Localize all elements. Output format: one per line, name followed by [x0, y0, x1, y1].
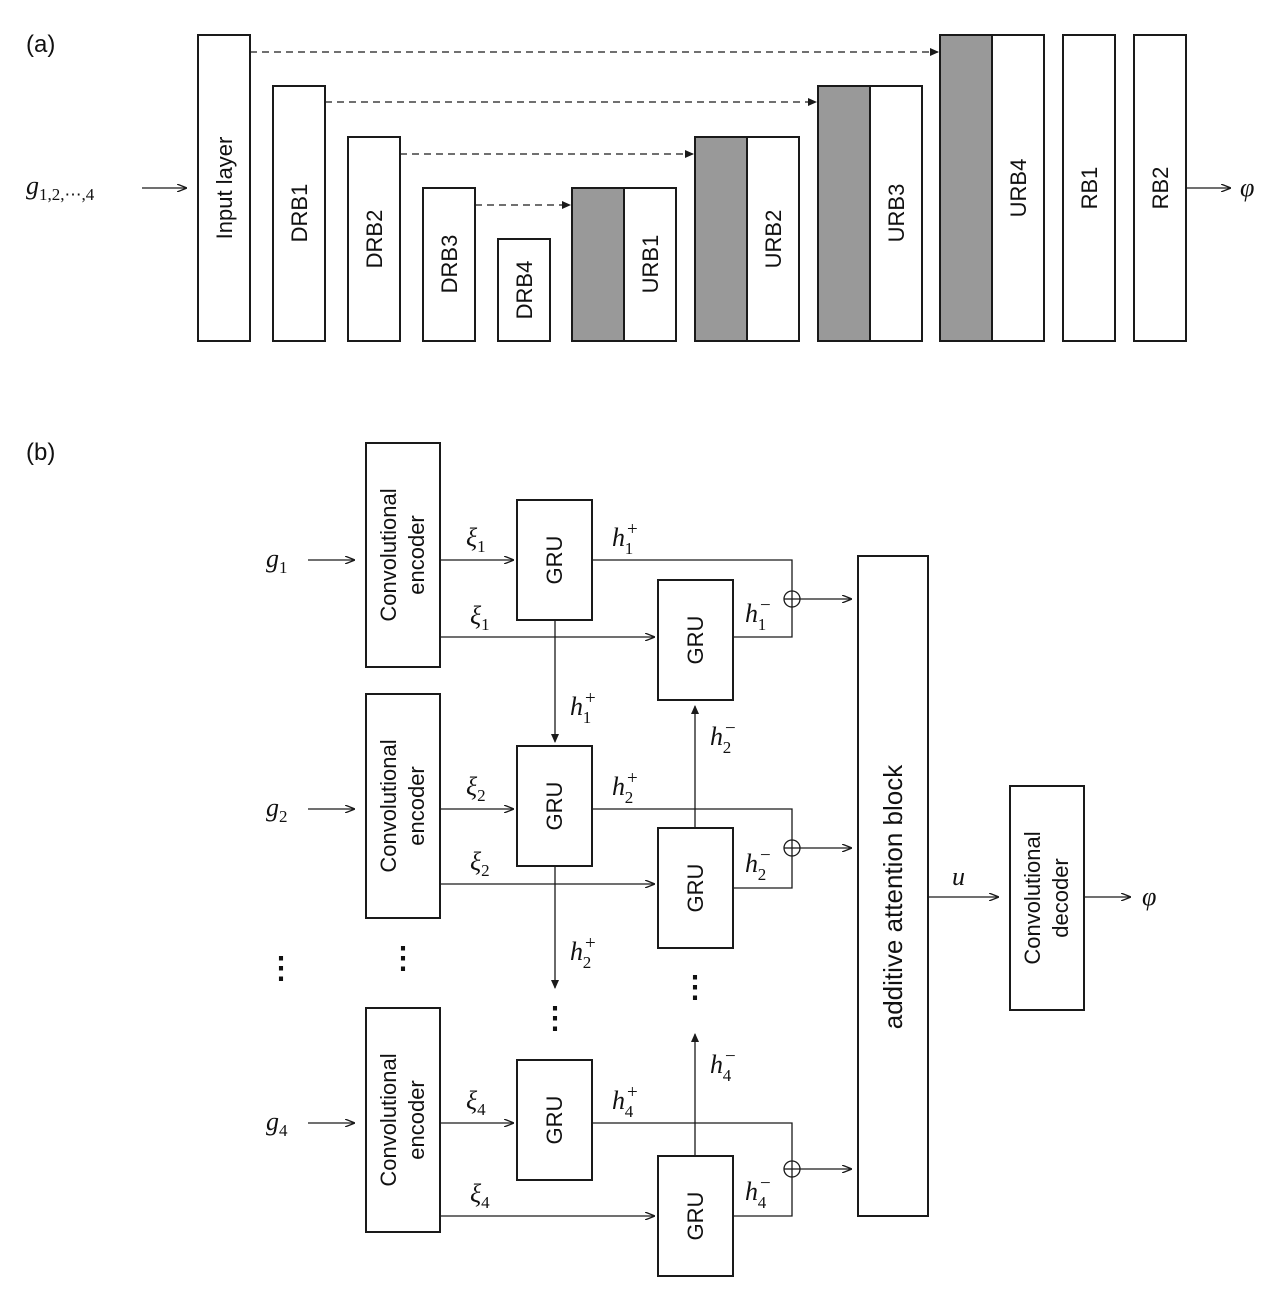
svg-text:GRU: GRU	[683, 616, 708, 665]
gru-backward-2: GRU	[657, 827, 734, 949]
urb2-concat-block	[694, 136, 748, 342]
drb3-block	[422, 187, 476, 342]
urb4-block	[991, 34, 1045, 342]
input-layer-block	[197, 34, 251, 342]
h4-minus-chain-label: h −4	[710, 1046, 736, 1085]
convolutional-decoder: Convolutional decoder	[1009, 785, 1085, 1011]
gru-forward-2: GRU	[516, 745, 593, 867]
xi2-backward-label: ξ2	[470, 847, 490, 880]
encoder-2: Convolutional encoder	[365, 693, 441, 919]
ellipsis-encoders: ⋮	[388, 942, 418, 975]
svg-text:GRU: GRU	[683, 864, 708, 913]
svg-text:Convolutional: Convolutional	[1020, 831, 1045, 964]
xi1-backward-label: ξ1	[470, 601, 490, 634]
input-layer-label: Input layer	[212, 137, 237, 240]
ellipsis-forward-gru: ⋮	[540, 1002, 570, 1035]
h2-minus-output-line	[733, 856, 793, 889]
h2-minus-chain-label: h −2	[710, 718, 736, 757]
xi2-forward-label: ξ2	[466, 772, 486, 805]
svg-text:encoder: encoder	[404, 515, 429, 595]
drb4-label: DRB4	[512, 261, 537, 320]
h1-plus-output-line	[592, 559, 793, 591]
input-g2: g2	[266, 793, 288, 826]
gru-forward-4: GRU	[516, 1059, 593, 1181]
h4-plus-output-label: h +4	[612, 1082, 638, 1121]
gru-backward-1: GRU	[657, 579, 734, 701]
drb1-label: DRB1	[287, 184, 312, 243]
drb1-block	[272, 85, 326, 342]
h1-plus-chain-label: h +1	[570, 688, 596, 727]
panel-a-input-label: g1,2,⋯,4	[26, 171, 95, 204]
input-g4: g4	[266, 1107, 288, 1140]
urb1-block	[623, 187, 677, 342]
encoder-4: Convolutional encoder	[365, 1007, 441, 1233]
encoder-1: Convolutional encoder	[365, 442, 441, 668]
rb1-label: RB1	[1077, 167, 1102, 210]
urb4-label: URB4	[1006, 159, 1031, 218]
svg-text:decoder: decoder	[1048, 858, 1073, 938]
drb3-label: DRB3	[437, 235, 462, 294]
combine-icon-2	[783, 839, 801, 857]
panel-b-label: (b)	[26, 439, 55, 466]
ellipsis-backward-gru: ⋮	[680, 971, 710, 1004]
svg-text:GRU: GRU	[542, 536, 567, 585]
h4-minus-output-label: h −4	[745, 1173, 771, 1212]
svg-text:additive attention block: additive attention block	[878, 764, 908, 1030]
xi4-forward-label: ξ4	[466, 1086, 486, 1119]
combine-icon-4	[783, 1160, 801, 1178]
h1-plus-output-label: h +1	[612, 519, 638, 558]
svg-text:Convolutional: Convolutional	[376, 488, 401, 621]
urb3-label: URB3	[884, 184, 909, 243]
h2-minus-output-label: h −2	[745, 845, 771, 884]
rb2-label: RB2	[1148, 167, 1173, 210]
xi4-backward-label: ξ4	[470, 1179, 490, 1212]
gru-forward-1: GRU	[516, 499, 593, 621]
panel-a-output-label: φ	[1240, 173, 1254, 202]
h2-plus-output-label: h +2	[612, 768, 638, 807]
h4-plus-output-line	[592, 1122, 793, 1161]
panel-a-label: (a)	[26, 31, 55, 58]
panel-a: (a) g1,2,⋯,4 Input layer DRB1 DRB2 DRB3 …	[26, 31, 1254, 342]
gru-backward-4: GRU	[657, 1155, 734, 1277]
combine-icon-1	[783, 590, 801, 608]
u-label: u	[952, 862, 965, 891]
h2-plus-chain-label: h +2	[570, 933, 596, 972]
svg-text:Convolutional: Convolutional	[376, 739, 401, 872]
drb4-block	[497, 238, 551, 342]
urb1-label: URB1	[638, 235, 663, 294]
drb2-block	[347, 136, 401, 342]
svg-text:encoder: encoder	[404, 766, 429, 846]
h4-minus-output-line	[733, 1177, 793, 1217]
urb3-block	[869, 85, 923, 342]
svg-text:Convolutional: Convolutional	[376, 1053, 401, 1186]
drb2-label: DRB2	[362, 210, 387, 269]
panel-b: (b) g1 g2 g4 Convolutional encoder Convo…	[26, 439, 1156, 1277]
panel-b-output-label: φ	[1142, 882, 1156, 911]
urb4-concat-block	[939, 34, 993, 342]
ellipsis-inputs: ⋮	[266, 952, 296, 985]
h1-minus-output-label: h −1	[745, 595, 771, 634]
additive-attention-block: additive attention block	[857, 555, 929, 1217]
svg-text:GRU: GRU	[683, 1192, 708, 1241]
rb2-block	[1133, 34, 1187, 342]
urb1-concat-block	[571, 187, 625, 342]
urb2-label: URB2	[761, 210, 786, 269]
svg-text:GRU: GRU	[542, 1096, 567, 1145]
h2-plus-output-line	[592, 808, 793, 840]
rb1-block	[1062, 34, 1116, 342]
h1-minus-output-line	[733, 607, 793, 638]
svg-text:GRU: GRU	[542, 782, 567, 831]
svg-text:encoder: encoder	[404, 1080, 429, 1160]
input-g1: g1	[266, 544, 288, 577]
xi1-forward-label: ξ1	[466, 523, 486, 556]
urb3-concat-block	[817, 85, 871, 342]
urb2-block	[746, 136, 800, 342]
